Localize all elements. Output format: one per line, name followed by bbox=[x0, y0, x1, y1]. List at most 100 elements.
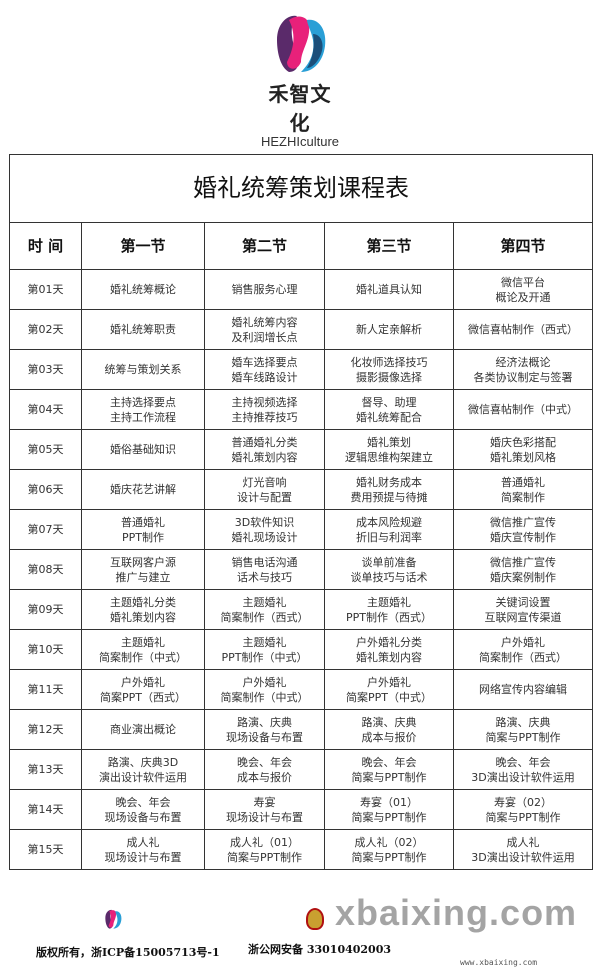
table-row: 第02天 婚礼统筹职责 婚礼统筹内容 及利润增长点 新人定亲解析 微信喜帖制作（西式） bbox=[9, 309, 594, 350]
course-cell: 路演、庆典 成本与报价 bbox=[324, 709, 454, 750]
course-cell: 户外婚礼 简案制作（西式） bbox=[452, 629, 594, 670]
course-cell: 晚会、年会 简案与PPT制作 bbox=[324, 749, 454, 790]
day-cell: 第02天 bbox=[9, 309, 82, 350]
course-cell: 经济法概论 各类协议制定与签署 bbox=[452, 349, 594, 390]
day-cell: 第12天 bbox=[9, 709, 82, 750]
course-cell: 婚礼财务成本 费用预提与待摊 bbox=[324, 469, 454, 510]
course-cell: 主持选择要点 主持工作流程 bbox=[81, 389, 205, 430]
logo-mark-icon bbox=[277, 15, 326, 73]
course-cell: 微信推广宣传 婚庆案例制作 bbox=[452, 549, 594, 590]
course-cell: 户外婚礼 简案PPT（中式） bbox=[324, 669, 454, 710]
footer-logo-icon bbox=[105, 909, 122, 929]
course-cell: 主题婚礼 简案制作（西式） bbox=[204, 589, 325, 630]
table-row: 第12天 商业演出概论 路演、庆典 现场设备与布置 路演、庆典 成本与报价 路演、庆典 … bbox=[9, 709, 594, 750]
table-row: 第01天 婚礼统筹概论 销售服务心理 婚礼道具认知 微信平台 概论及开通 bbox=[9, 269, 594, 310]
table-row: 第07天 普通婚礼 PPT制作 3D软件知识 婚礼现场设计 成本风险规避 折旧与利润率… bbox=[9, 509, 594, 550]
header-session-1: 第一节 bbox=[81, 222, 205, 270]
course-cell: 成人礼（02） 简案与PPT制作 bbox=[324, 829, 454, 870]
day-cell: 第09天 bbox=[9, 589, 82, 630]
day-cell: 第08天 bbox=[9, 549, 82, 590]
brand-name-en: HEZHIculture bbox=[260, 134, 340, 149]
course-cell: 户外婚礼分类 婚礼策划内容 bbox=[324, 629, 454, 670]
course-cell: 主持视频选择 主持推荐技巧 bbox=[204, 389, 325, 430]
course-cell: 成人礼（01） 简案与PPT制作 bbox=[204, 829, 325, 870]
table-row: 第05天 婚俗基础知识 普通婚礼分类 婚礼策划内容 婚礼策划 逻辑思维构架建立 婚庆色彩… bbox=[9, 429, 594, 470]
course-schedule-table: 婚礼统筹策划课程表 时 间 第一节 第二节 第三节 第四节 第01天 婚礼统筹概论… bbox=[8, 154, 594, 870]
course-cell: 路演、庆典 简案与PPT制作 bbox=[452, 709, 594, 750]
course-cell: 普通婚礼 简案制作 bbox=[452, 469, 594, 510]
copyright-text: 版权所有，浙ICP备15005713号-1 bbox=[36, 946, 220, 959]
table-row: 第09天 主题婚礼分类 婚礼策划内容 主题婚礼 简案制作（西式） 主题婚礼 PPT制作… bbox=[9, 589, 594, 630]
table-row: 第13天 路演、庆典3D 演出设计软件运用 晚会、年会 成本与报价 晚会、年会 简案与… bbox=[9, 749, 594, 790]
day-cell: 第15天 bbox=[9, 829, 82, 870]
header-time: 时 间 bbox=[9, 222, 82, 270]
course-cell: 微信推广宣传 婚庆宣传制作 bbox=[452, 509, 594, 550]
day-cell: 第03天 bbox=[9, 349, 82, 390]
course-cell: 晚会、年会 现场设备与布置 bbox=[81, 789, 205, 830]
table-row: 第08天 互联网客户源 推广与建立 销售电话沟通 话术与技巧 谈单前准备 谈单技巧与话… bbox=[9, 549, 594, 590]
table-row: 第04天 主持选择要点 主持工作流程 主持视频选择 主持推荐技巧 督导、助理 婚礼统筹… bbox=[9, 389, 594, 430]
course-cell: 婚礼道具认知 bbox=[324, 269, 454, 310]
course-cell: 灯光音响 设计与配置 bbox=[204, 469, 325, 510]
police-record-text: 浙公网安备 33010402003 bbox=[248, 943, 392, 956]
course-cell: 微信平台 概论及开通 bbox=[452, 269, 594, 310]
watermark-url: www.xbaixing.com bbox=[460, 958, 538, 967]
table-row: 第14天 晚会、年会 现场设备与布置 寿宴 现场设计与布置 寿宴（01） 简案与PPT… bbox=[9, 789, 594, 830]
day-cell: 第10天 bbox=[9, 629, 82, 670]
course-cell: 主题婚礼分类 婚礼策划内容 bbox=[81, 589, 205, 630]
course-cell: 新人定亲解析 bbox=[324, 309, 454, 350]
course-cell: 婚礼统筹概论 bbox=[81, 269, 205, 310]
course-cell: 婚礼统筹职责 bbox=[81, 309, 205, 350]
brand-logo: 禾智文化 HEZHIculture bbox=[261, 10, 339, 149]
course-cell: 户外婚礼 简案制作（中式） bbox=[204, 669, 325, 710]
course-cell: 成本风险规避 折旧与利润率 bbox=[324, 509, 454, 550]
course-cell: 寿宴 现场设计与布置 bbox=[204, 789, 325, 830]
course-cell: 化妆师选择技巧 摄影摄像选择 bbox=[324, 349, 454, 390]
header-session-3: 第三节 bbox=[324, 222, 454, 270]
course-cell: 婚礼策划 逻辑思维构架建立 bbox=[324, 429, 454, 470]
course-cell: 寿宴（02） 简案与PPT制作 bbox=[452, 789, 594, 830]
course-cell: 网络宣传内容编辑 bbox=[452, 669, 594, 710]
course-cell: 统筹与策划关系 bbox=[81, 349, 205, 390]
course-cell: 婚车选择要点 婚车线路设计 bbox=[204, 349, 325, 390]
day-cell: 第06天 bbox=[9, 469, 82, 510]
day-cell: 第14天 bbox=[9, 789, 82, 830]
course-cell: 关键词设置 互联网宣传渠道 bbox=[452, 589, 594, 630]
table-title: 婚礼统筹策划课程表 bbox=[8, 154, 594, 223]
course-cell: 督导、助理 婚礼统筹配合 bbox=[324, 389, 454, 430]
day-cell: 第05天 bbox=[9, 429, 82, 470]
header-session-4: 第四节 bbox=[452, 222, 594, 270]
table-row: 第15天 成人礼 现场设计与布置 成人礼（01） 简案与PPT制作 成人礼（02） 简… bbox=[9, 829, 594, 870]
footer-logo bbox=[93, 880, 133, 933]
course-cell: 晚会、年会 成本与报价 bbox=[204, 749, 325, 790]
police-badge-icon bbox=[306, 908, 324, 930]
watermark: xbaixing.com bbox=[335, 892, 578, 933]
day-cell: 第07天 bbox=[9, 509, 82, 550]
course-cell: 晚会、年会 3D演出设计软件运用 bbox=[452, 749, 594, 790]
table-row: 第06天 婚庆花艺讲解 灯光音响 设计与配置 婚礼财务成本 费用预提与待摊 普通婚礼 简… bbox=[9, 469, 594, 510]
day-cell: 第04天 bbox=[9, 389, 82, 430]
day-cell: 第13天 bbox=[9, 749, 82, 790]
course-cell: 户外婚礼 简案PPT（西式） bbox=[81, 669, 205, 710]
course-cell: 寿宴（01） 简案与PPT制作 bbox=[324, 789, 454, 830]
course-cell: 婚庆色彩搭配 婚礼策划风格 bbox=[452, 429, 594, 470]
course-cell: 路演、庆典 现场设备与布置 bbox=[204, 709, 325, 750]
course-cell: 婚俗基础知识 bbox=[81, 429, 205, 470]
table-row: 第11天 户外婚礼 简案PPT（西式） 户外婚礼 简案制作（中式） 户外婚礼 简案PP… bbox=[9, 669, 594, 710]
course-cell: 3D软件知识 婚礼现场设计 bbox=[204, 509, 325, 550]
course-cell: 婚礼统筹内容 及利润增长点 bbox=[204, 309, 325, 350]
course-cell: 普通婚礼 PPT制作 bbox=[81, 509, 205, 550]
table-row: 第03天 统筹与策划关系 婚车选择要点 婚车线路设计 化妆师选择技巧 摄影摄像选择 经济… bbox=[9, 349, 594, 390]
brand-name-cn: 禾智文化 bbox=[268, 82, 332, 135]
course-cell: 微信喜帖制作（西式） bbox=[452, 309, 594, 350]
course-cell: 销售电话沟通 话术与技巧 bbox=[204, 549, 325, 590]
table-row: 第10天 主题婚礼 简案制作（中式） 主题婚礼 PPT制作（中式） 户外婚礼分类 婚礼… bbox=[9, 629, 594, 670]
day-cell: 第01天 bbox=[9, 269, 82, 310]
course-cell: 商业演出概论 bbox=[81, 709, 205, 750]
course-cell: 互联网客户源 推广与建立 bbox=[81, 549, 205, 590]
course-cell: 普通婚礼分类 婚礼策划内容 bbox=[204, 429, 325, 470]
header-session-2: 第二节 bbox=[204, 222, 325, 270]
course-cell: 微信喜帖制作（中式） bbox=[452, 389, 594, 430]
course-cell: 主题婚礼 PPT制作（中式） bbox=[204, 629, 325, 670]
course-cell: 成人礼 3D演出设计软件运用 bbox=[452, 829, 594, 870]
